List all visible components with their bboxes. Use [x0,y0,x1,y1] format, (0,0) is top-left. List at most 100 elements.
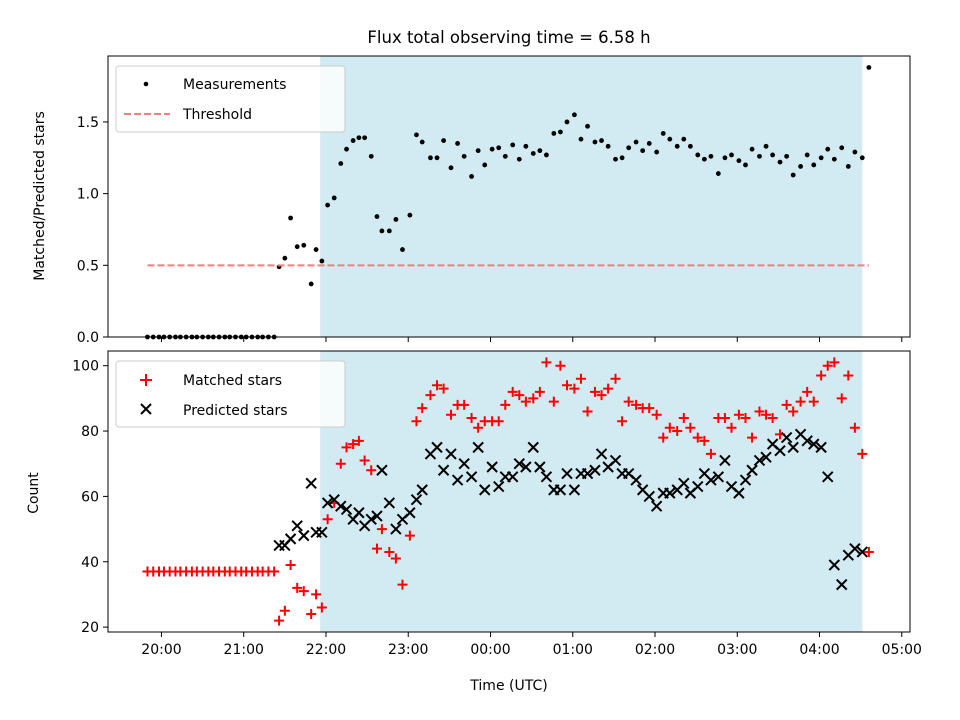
predicted-stars-point [719,454,731,467]
measurements-point [544,152,549,158]
measurements-point [386,228,392,234]
measurements-point [585,123,590,129]
matched-stars-point [685,422,696,433]
predicted-stars-point [479,484,491,496]
measurements-point [448,165,454,171]
measurements-point [818,155,824,161]
predicted-stars-point [458,458,470,470]
matched-stars-point [610,373,621,384]
matched-stars-point [298,586,309,597]
predicted-stars-point [664,487,676,499]
measurements-point [626,145,632,151]
predicted-stars-point [650,500,663,512]
matched-stars-point [664,422,675,433]
matched-stars-point [699,435,710,446]
predicted-stars-point [746,464,758,476]
predicted-stars-point [486,461,498,473]
measurements-point [715,171,721,176]
predicted-stars-point [371,510,383,522]
predicted-stars-point [705,474,717,486]
measurements-point [530,151,536,156]
measurements-point [681,136,687,142]
matched-stars-point [644,403,655,414]
predicted-stars-point [365,513,377,525]
measurements-point [344,146,349,152]
matched-stars-point [404,530,415,541]
ratio-y-tick-label: 1.0 [77,187,99,203]
matched-stars-point [761,409,772,420]
predicted-stars-point [506,471,519,483]
matched-stars-point [781,399,792,410]
matched-stars-point [473,422,484,433]
measurements-point [564,119,570,125]
measurements-point [374,214,380,219]
measurements-point [605,143,611,149]
matched-stars-point [534,386,545,397]
measurements-point [407,212,413,218]
measurements-point [708,153,714,159]
predicted-stars-point [609,454,622,467]
measurements-point [667,136,673,142]
matched-stars-point [603,383,614,394]
predicted-stars-point [808,438,820,450]
matched-stars-point [692,432,703,443]
measurements-point [313,247,319,252]
matched-stars-point [366,465,377,476]
measurements-point [362,135,368,141]
measurements-point [325,202,331,208]
matched-stars-point [672,426,683,437]
predicted-stars-point [692,480,704,493]
matched-stars-point [631,399,642,410]
matched-stars-point [678,412,689,423]
ratio-y-axis-label: Matched/Predicted stars [32,111,48,281]
predicted-stars-point [836,578,848,591]
measurements-point [282,255,288,261]
count-legend-box [115,360,346,428]
measurements-point [455,141,460,146]
x-tick-label: 00:00 [470,642,510,658]
x-tick-label: 20:00 [141,642,181,658]
measurements-point [558,129,563,135]
predicted-stars-point [316,526,328,539]
legend-matched-label: Matched stars [183,373,282,389]
measurements-point [393,217,399,222]
measurements-point [660,131,666,136]
count-y-axis-label: Count [26,472,42,514]
matched-stars-point [341,442,352,453]
matched-stars-point [514,390,525,401]
matched-stars-point [384,546,395,557]
measurements-point [496,145,502,151]
x-tick-label: 22:00 [306,642,346,658]
x-tick-label: 23:00 [388,642,428,658]
predicted-stars-point [828,559,841,571]
matched-stars-point [733,409,744,420]
measurements-point [523,143,529,149]
matched-stars-point [348,439,359,450]
matched-stars-point [507,386,518,397]
measurements-point [654,149,660,155]
ratio-legend-box [115,65,346,133]
predicted-stars-point [451,474,464,486]
x-tick-label: 05:00 [882,642,922,658]
matched-stars-point [446,409,457,420]
ratio-panel: 0.0 0.5 1.0 1.5 Matched/Predicted stars Mea… [32,55,911,346]
measurements-point [482,162,488,168]
predicted-stars-point [431,441,443,454]
matched-stars-point [390,553,401,564]
matched-stars-point [788,406,799,417]
measurements-point [777,159,783,165]
predicted-stars-point [376,464,388,476]
x-tick-label: 21:00 [224,642,264,658]
legend-matched-marker [140,374,152,386]
predicted-stars-point [780,431,793,444]
measurements-point [356,135,362,141]
measurements-point [379,228,385,234]
matched-stars-point [561,380,572,391]
predicted-stars-point [630,474,642,486]
predicted-stars-point [712,471,725,483]
measurements-point [687,143,693,149]
predicted-stars-point [787,441,799,454]
matched-stars-point [808,396,819,407]
measurements-point [441,138,447,143]
predicted-stars-point [383,497,396,509]
